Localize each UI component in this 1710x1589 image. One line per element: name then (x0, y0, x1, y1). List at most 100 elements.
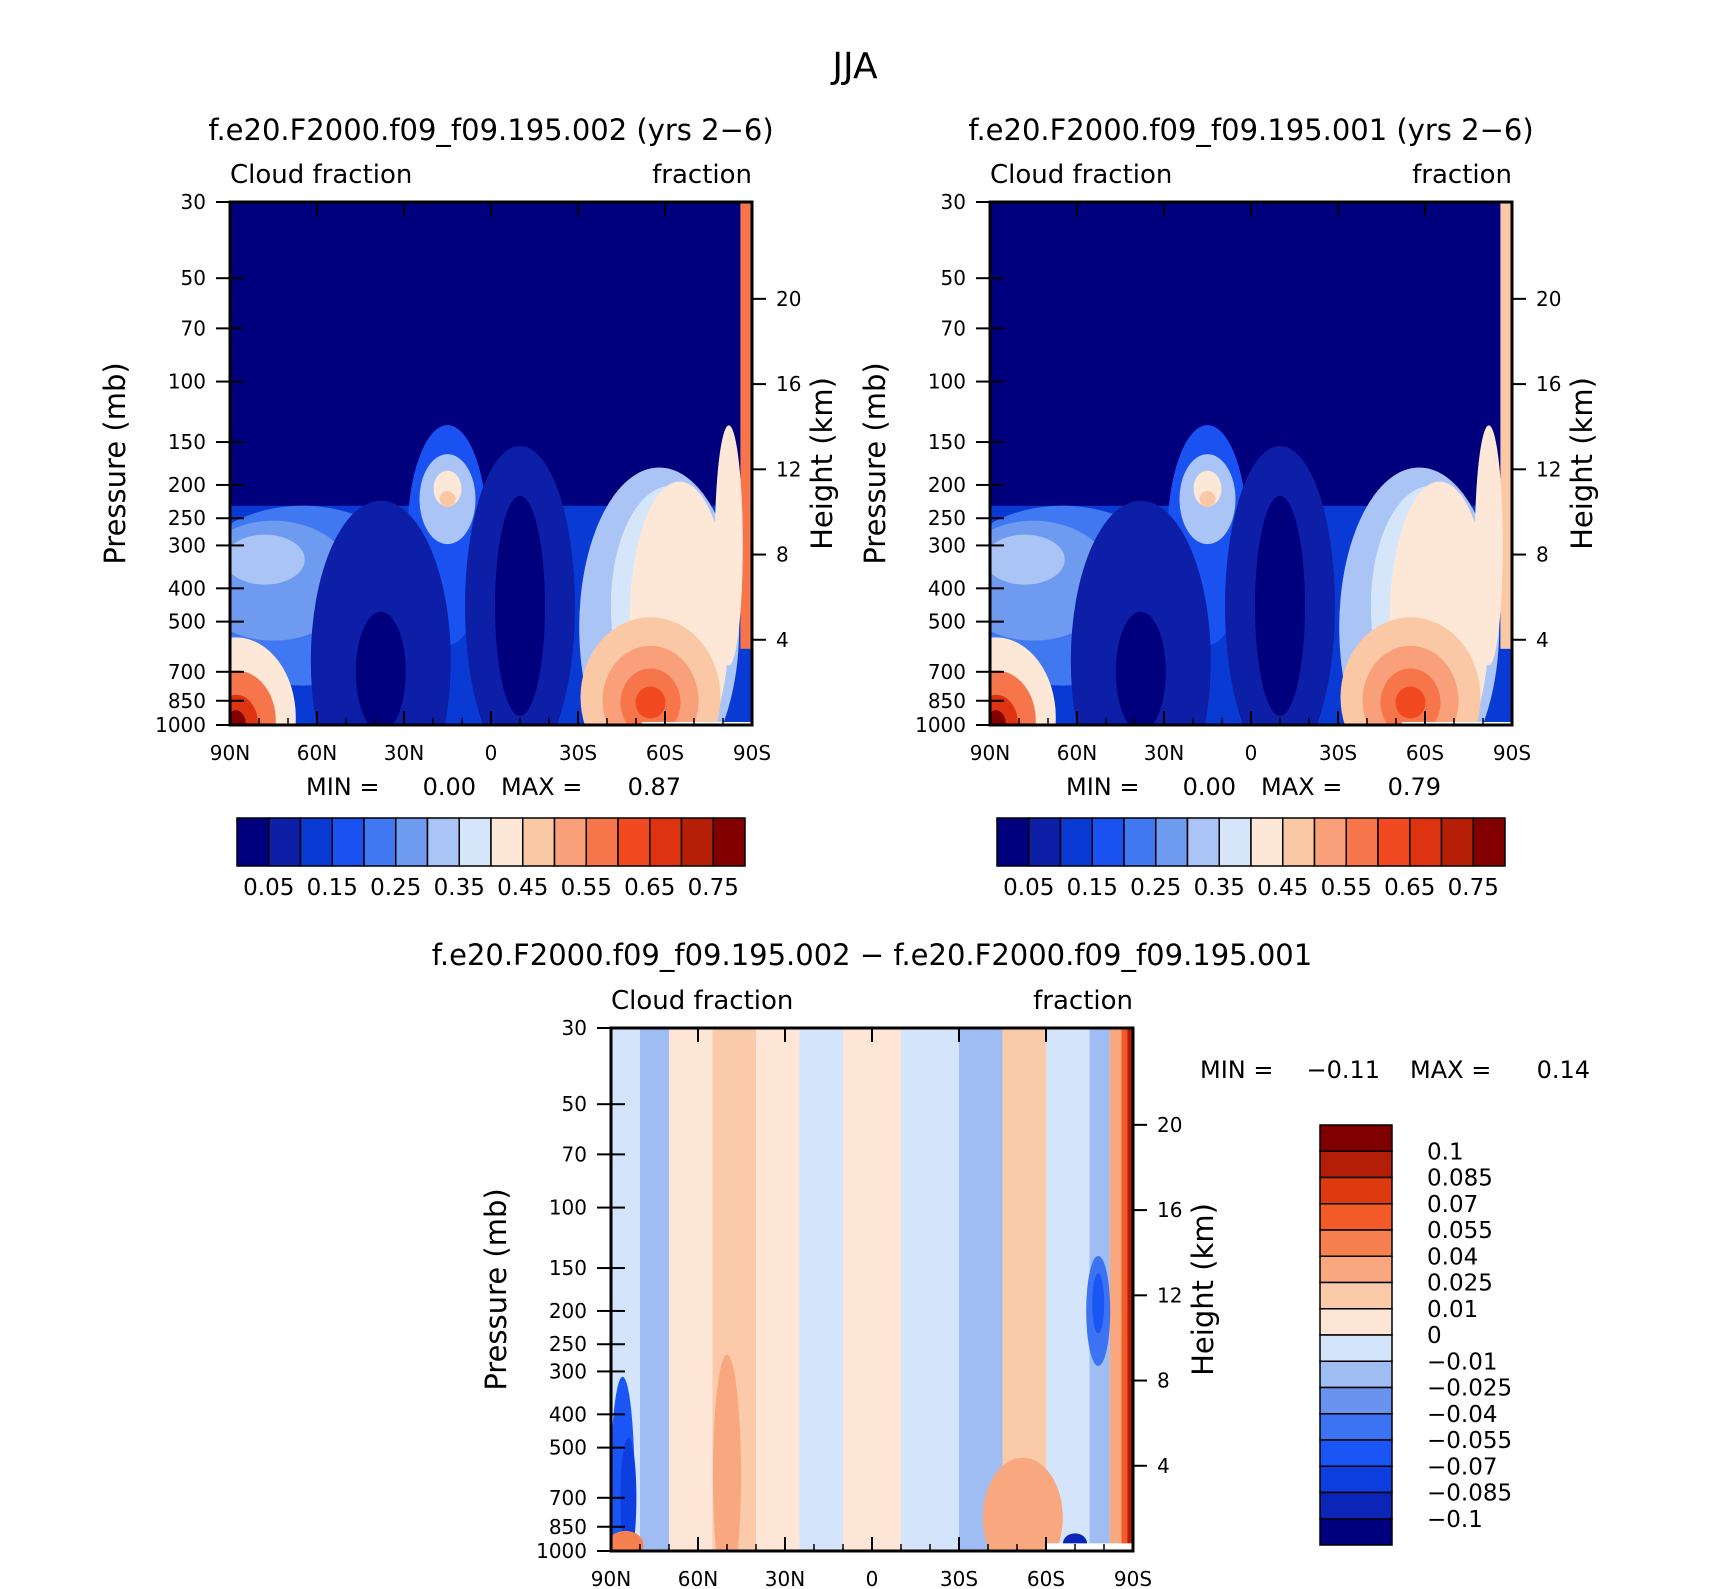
y2-tick-label: 4 (1536, 628, 1549, 652)
colorbar-swatch (1250, 817, 1284, 867)
x-tick-label: 90N (210, 741, 250, 765)
y-tick-label: 100 (549, 1196, 587, 1220)
colorbar-swatch (1319, 1124, 1393, 1152)
colorbar-swatch (236, 817, 270, 867)
contour-field (230, 202, 752, 725)
colorbar-swatch (1282, 817, 1316, 867)
panel-model-001: f.e20.F2000.f09_f09.195.001 (yrs 2−6) Clo… (858, 113, 1599, 901)
colorbar-swatch (1319, 1465, 1393, 1494)
y-tick-label: 70 (181, 316, 206, 340)
panel-difference: f.e20.F2000.f09_f09.195.002 − f.e20.F200… (432, 938, 1590, 1589)
colorbar-swatch (1319, 1413, 1393, 1441)
x-tick-label: 60N (678, 1567, 718, 1589)
colorbar-label: 0.55 (1321, 875, 1372, 901)
colorbar-swatch (585, 817, 619, 867)
dry-zone (1255, 495, 1305, 716)
colorbar-label: 0.1 (1427, 1139, 1464, 1165)
y2-tick-label: 16 (1536, 372, 1561, 396)
topography-mask (1046, 1543, 1133, 1551)
diff-band (843, 1028, 901, 1551)
y2-tick-label: 20 (776, 287, 801, 311)
colorbar-label: −0.085 (1427, 1481, 1512, 1507)
y-tick-label: 70 (941, 316, 966, 340)
max-value: 0.79 (1388, 773, 1441, 801)
colorbar-label: −0.055 (1427, 1428, 1512, 1454)
colorbar-swatch (680, 817, 714, 867)
figure-title: JJA (830, 46, 878, 87)
topography-mask (1401, 721, 1512, 725)
colorbar: 0.05 0.15 0.25 0.35 0.45 0.55 0.65 0.75 (996, 817, 1506, 901)
colorbar-label: 0 (1427, 1323, 1442, 1349)
colorbar-label: 0.65 (1384, 875, 1435, 901)
y-tick-label: 200 (928, 473, 966, 497)
colorbar-swatch (1155, 817, 1189, 867)
colorbar-swatch (1319, 1360, 1393, 1389)
colorbar-label: 0.55 (561, 875, 612, 901)
diff-feature (611, 1530, 644, 1551)
colorbar-swatch (1472, 817, 1506, 867)
x-tick-label: 30N (765, 1567, 805, 1589)
colorbar-label: 0.04 (1427, 1244, 1478, 1270)
diff-band (1046, 1028, 1090, 1551)
upper-clear-band (230, 202, 752, 506)
topography-mask (641, 721, 752, 725)
y-tick-label: 850 (549, 1515, 587, 1539)
colorbar-label: 0.055 (1427, 1218, 1493, 1244)
y2-tick-label: 12 (1157, 1283, 1182, 1307)
diff-feature (713, 1354, 741, 1551)
colorbar-swatch (1319, 1308, 1393, 1336)
y-tick-label: 200 (168, 473, 206, 497)
tropical-column (1199, 491, 1216, 508)
colorbar-label: 0.15 (307, 875, 358, 901)
diff-feature (620, 1437, 637, 1551)
min-value: 0.00 (1183, 773, 1236, 801)
colorbar-swatch (363, 817, 397, 867)
y-tick-label: 200 (549, 1299, 587, 1323)
x-tick-label: 60S (646, 741, 684, 765)
colorbar-swatch (712, 817, 746, 867)
colorbar-label: −0.01 (1427, 1349, 1497, 1375)
colorbar-label: 0.35 (1194, 875, 1245, 901)
colorbar-swatch (1319, 1203, 1393, 1231)
min-label: MIN = (1066, 773, 1139, 801)
y-tick-label: 150 (928, 430, 966, 454)
mid-band (230, 534, 305, 585)
diff-band (1121, 1028, 1128, 1551)
colorbar-label: 0.05 (1003, 875, 1054, 901)
y-tick-label: 50 (181, 266, 206, 290)
y2-tick-label: 16 (1157, 1198, 1182, 1222)
colorbar-label: 0.25 (1130, 875, 1181, 901)
colorbar-swatch (1186, 817, 1220, 867)
y-tick-label: 300 (928, 533, 966, 557)
colorbar-label: 0.15 (1067, 875, 1118, 901)
y-tick-label: 300 (168, 533, 206, 557)
dry-zone (1115, 611, 1166, 725)
colorbar-swatch (1319, 1229, 1393, 1257)
y-tick-label: 300 (549, 1359, 587, 1383)
y-tick-label: 1000 (155, 713, 206, 737)
colorbar-swatch (331, 817, 365, 867)
diff-band (959, 1028, 1003, 1551)
panel-title: f.e20.F2000.f09_f09.195.002 − f.e20.F200… (432, 938, 1312, 972)
diff-feature (1092, 1273, 1105, 1334)
colorbar-swatch (299, 817, 333, 867)
y-tick-label: 250 (549, 1332, 587, 1356)
x-tick-label: 90S (1493, 741, 1531, 765)
colorbar-swatch (617, 817, 651, 867)
right-string: fraction (1412, 160, 1512, 190)
y-tick-label: 1000 (536, 1539, 587, 1563)
colorbar-swatch (1028, 817, 1062, 867)
y2-tick-label: 8 (1157, 1369, 1170, 1393)
x-tick-label: 0 (485, 741, 498, 765)
polar-edge (740, 202, 752, 649)
y2-tick-label: 20 (1157, 1113, 1182, 1137)
colorbar-label: −0.025 (1427, 1376, 1512, 1402)
y2-axis-label: Height (km) (1186, 1203, 1220, 1376)
colorbar-swatch (1319, 1518, 1393, 1546)
colorbar: 0.05 0.15 0.25 0.35 0.45 0.55 0.65 0.75 (236, 817, 746, 901)
colorbar-swatch (458, 817, 492, 867)
colorbar-swatch (1319, 1281, 1393, 1310)
colorbar-swatch (1319, 1439, 1393, 1467)
max-value: 0.14 (1537, 1056, 1590, 1084)
polar-edge (714, 425, 743, 666)
